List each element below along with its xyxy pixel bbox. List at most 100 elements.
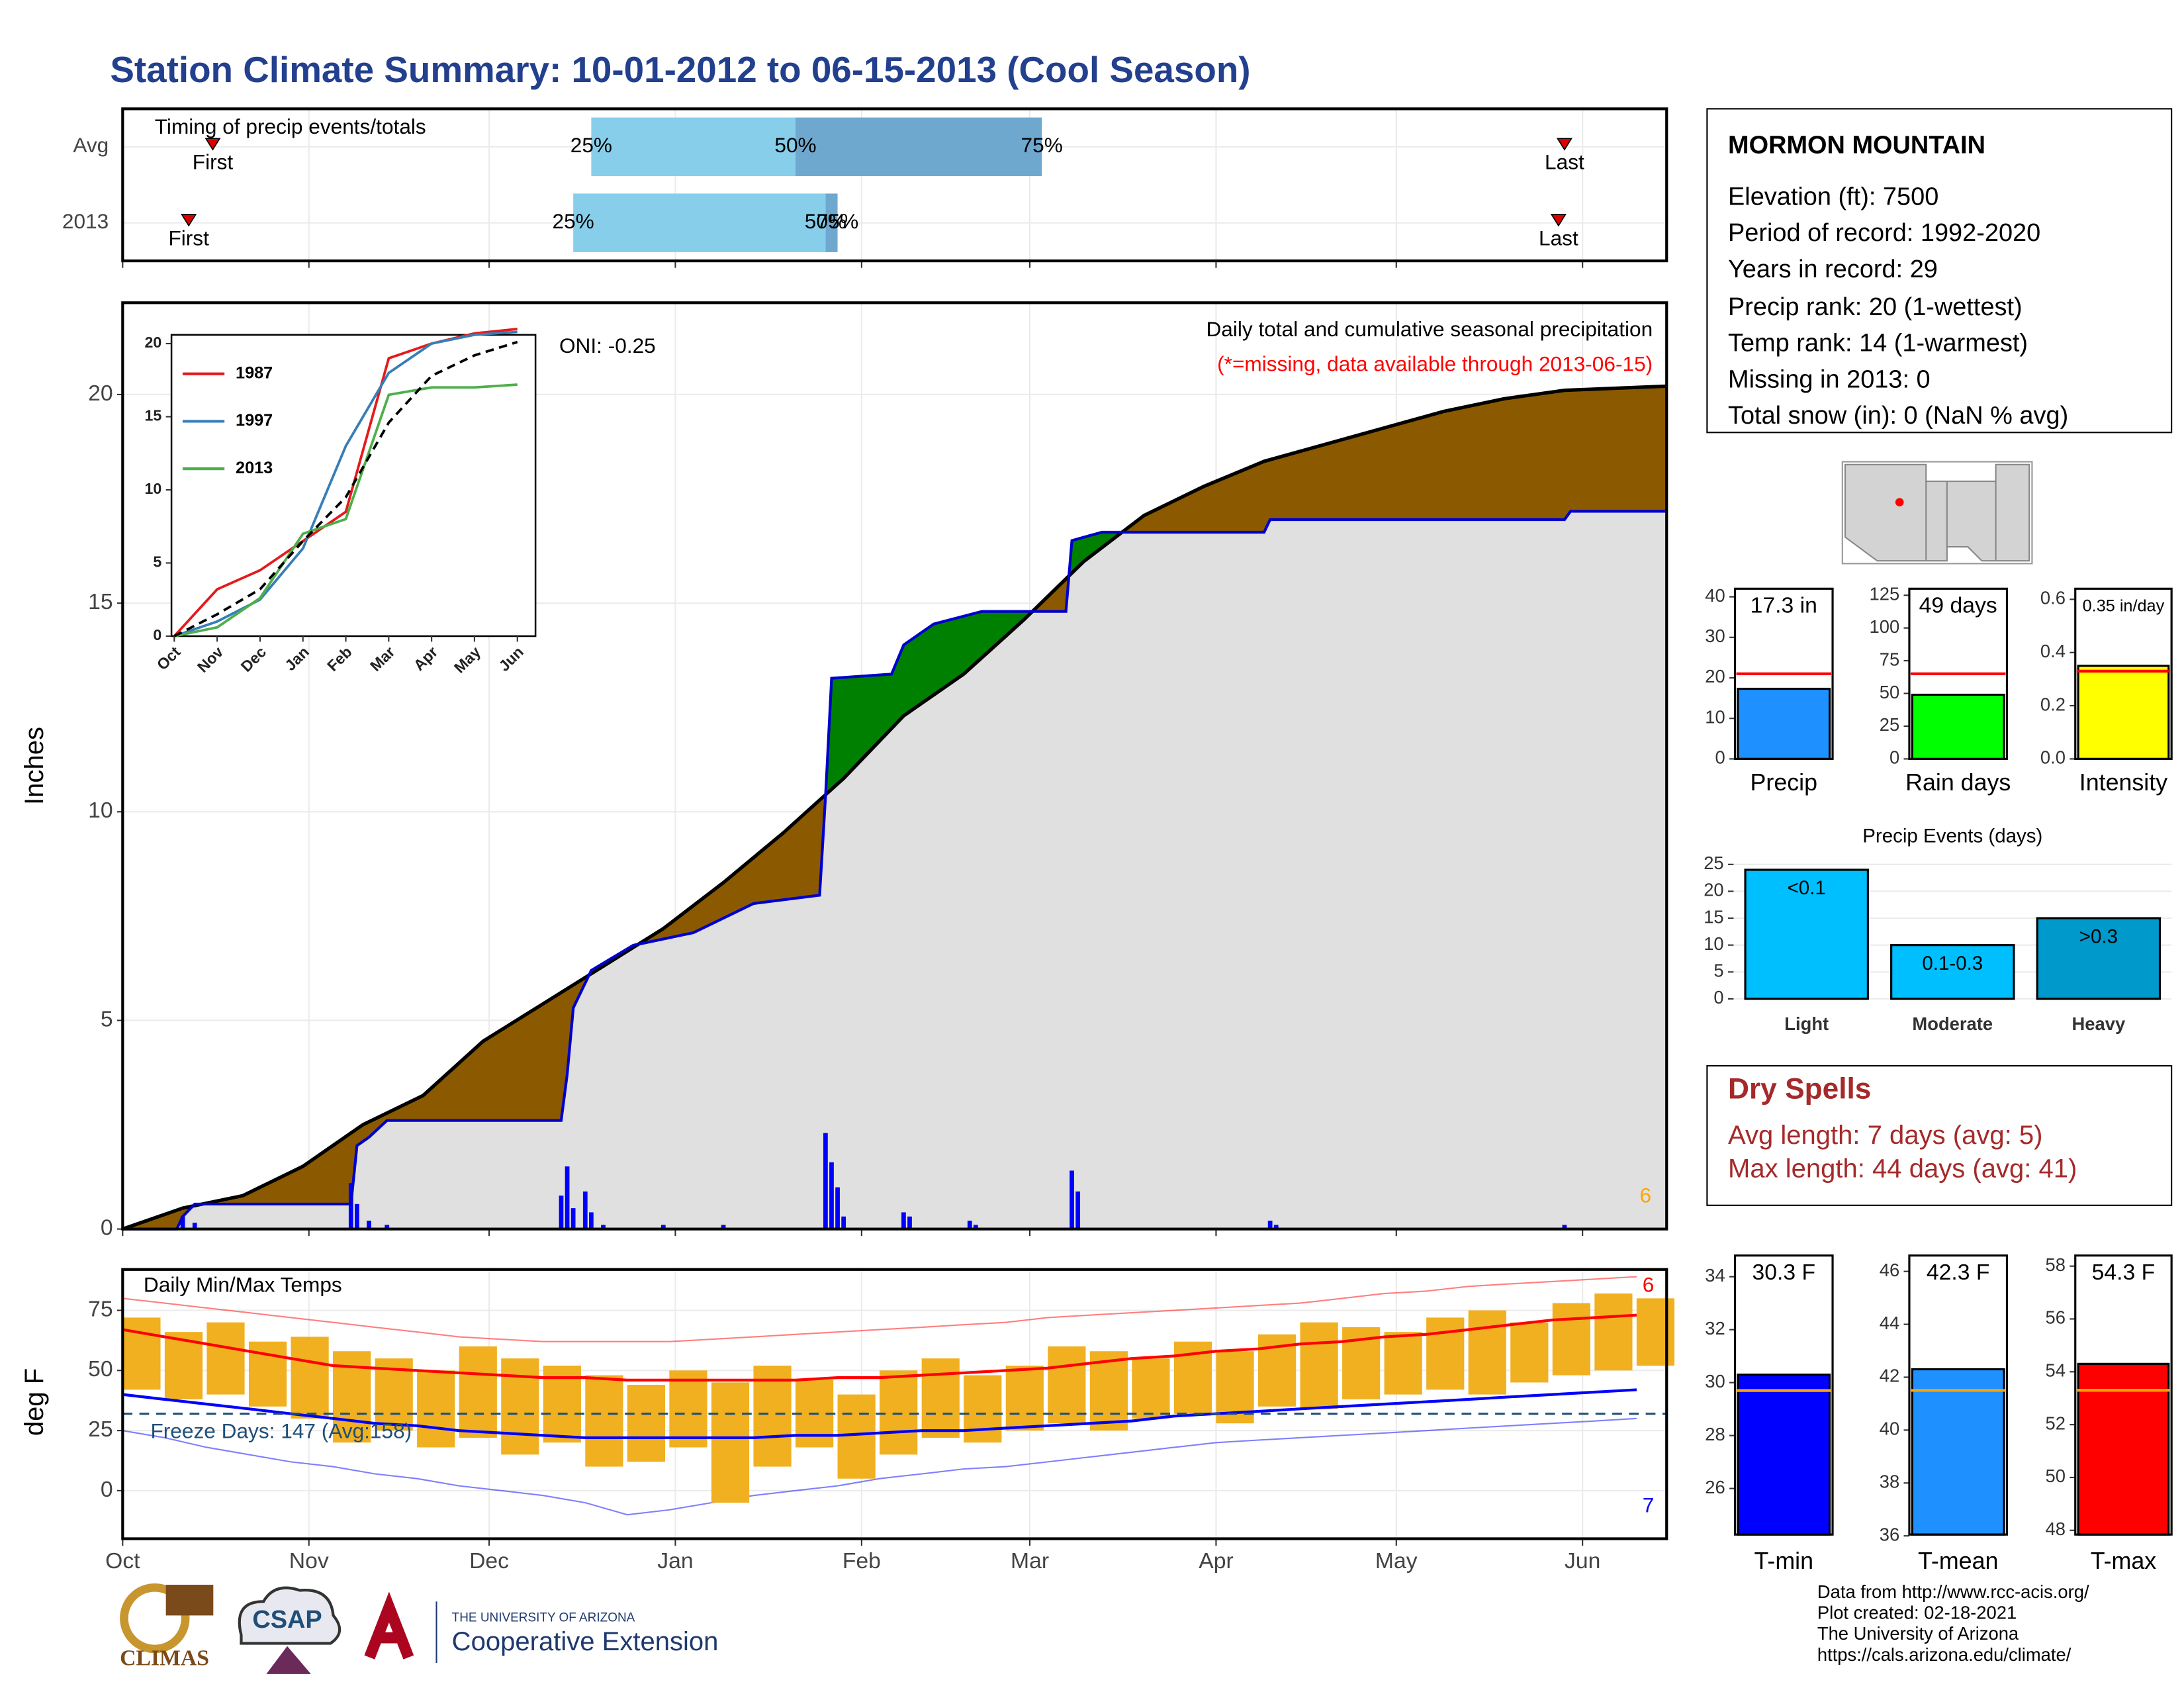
- temp-range-bar: [291, 1336, 329, 1419]
- plot-frame: [1733, 587, 1834, 761]
- temp-range-bar: [122, 1317, 161, 1390]
- value-label: 30.3 F: [1752, 1260, 1816, 1285]
- legend-label: 1997: [236, 411, 273, 430]
- series-line: [173, 330, 518, 637]
- daily-bar: [829, 1162, 834, 1229]
- daily-bar: [841, 1216, 846, 1229]
- y-axis-title: deg F: [20, 1368, 49, 1436]
- y-tick-label: 36: [1880, 1524, 1899, 1544]
- y-tick-label: 5: [101, 1006, 113, 1031]
- climas-icon-block: [165, 1585, 214, 1616]
- y-tick-label: 25: [1880, 714, 1899, 735]
- avg-min-line: [122, 1388, 1637, 1440]
- temp-range-bar: [1426, 1317, 1465, 1390]
- temp-range-bar: [417, 1370, 455, 1448]
- dry-spells-box: [1706, 1065, 2173, 1206]
- climas-icon: [120, 1583, 190, 1654]
- legend-label: 2013: [236, 459, 273, 477]
- event-label: Last: [1539, 226, 1578, 250]
- x-tick-label: Jun: [1565, 1548, 1600, 1573]
- y-tick-label: 54: [2046, 1360, 2066, 1381]
- value-label: 42.3 F: [1927, 1260, 1990, 1285]
- y-tick-label: 10: [145, 480, 162, 497]
- daily-bar: [835, 1187, 840, 1229]
- avg-max-line: [122, 1313, 1637, 1382]
- ua-name: THE UNIVERSITY OF ARIZONA: [452, 1611, 635, 1625]
- quantile-label: 50%: [805, 209, 846, 233]
- panel-subtitle: (*=missing, data available through 2013-…: [1217, 352, 1653, 375]
- page-title: Station Climate Summary: 10-01-2012 to 0…: [110, 49, 1250, 90]
- y-tick-label: 20: [1705, 666, 1725, 686]
- footer-line: Data from http://www.rcc-acis.org/: [1817, 1581, 2089, 1602]
- temp-range-bar: [880, 1370, 918, 1455]
- quantile-label: 25%: [553, 209, 594, 233]
- temp-range-bar: [711, 1382, 750, 1503]
- event-marker: [1556, 138, 1572, 151]
- quantile-bar: [796, 117, 1042, 177]
- panel-title: Daily Min/Max Temps: [144, 1272, 342, 1296]
- temp-range-bar: [1552, 1303, 1590, 1376]
- y-tick-label: 0: [1713, 987, 1723, 1008]
- extension-name: Cooperative Extension: [452, 1627, 719, 1656]
- quantile-bar: [573, 193, 826, 252]
- bar: [1911, 693, 2005, 761]
- daily-bar: [967, 1221, 972, 1229]
- daily-bar: [973, 1225, 978, 1229]
- value-label: 0.35 in/day: [2083, 596, 2165, 615]
- y-tick-label: 50: [88, 1356, 113, 1382]
- plot-frame: [2074, 1254, 2173, 1536]
- daily-bar: [601, 1225, 606, 1229]
- y-tick-label: 50: [1880, 682, 1899, 702]
- station-name: MORMON MOUNTAIN: [1728, 131, 1985, 159]
- map-borders: [1925, 481, 1997, 561]
- daily-bar: [385, 1225, 390, 1229]
- y-tick-label: 25: [88, 1417, 113, 1442]
- plot-frame: [2074, 587, 2173, 761]
- bar: [2077, 1362, 2170, 1536]
- y-tick-label: 0: [1715, 747, 1725, 768]
- y-tick-label: 0: [1889, 747, 1899, 768]
- category-label: T-mean: [1918, 1548, 1998, 1574]
- y-tick-label: 75: [1880, 649, 1899, 669]
- event-marker: [1550, 214, 1567, 227]
- y-tick-label: 40: [1705, 585, 1725, 606]
- station-box: [1706, 108, 2173, 434]
- panel-frame: [121, 301, 1668, 1231]
- y-tick-label: 20: [1704, 880, 1723, 900]
- category-label: Moderate: [1912, 1013, 1993, 1034]
- plot-frame: [1733, 1254, 1834, 1536]
- station-line: Elevation (ft): 7500: [1728, 183, 1938, 211]
- temp-range-bar: [837, 1394, 876, 1479]
- temp-range-bar: [964, 1375, 1002, 1443]
- y-tick-label: 0.6: [2040, 588, 2066, 608]
- y-tick-label: 26: [1705, 1477, 1725, 1497]
- y-tick-label: 34: [1705, 1265, 1725, 1286]
- temp-range-bar: [921, 1358, 960, 1438]
- y-tick-label: 20: [88, 381, 113, 406]
- map-states: [1844, 463, 2030, 562]
- temp-range-bar: [1132, 1358, 1170, 1419]
- y-tick-label: 30: [1705, 1371, 1725, 1391]
- y-tick-label: 15: [145, 407, 162, 424]
- daily-bar: [192, 1223, 197, 1229]
- daily-bar: [907, 1216, 912, 1229]
- base-fill: [122, 511, 1667, 1229]
- bar: [1737, 687, 1831, 761]
- daily-bar: [354, 1203, 359, 1229]
- daily-bar: [823, 1133, 828, 1229]
- x-tick-label: Apr: [1199, 1548, 1233, 1573]
- event-marker: [181, 214, 197, 227]
- station-line: Temp rank: 14 (1-warmest): [1728, 330, 2028, 357]
- y-tick-label: 0.0: [2040, 747, 2066, 768]
- y-tick-label: 32: [1705, 1318, 1725, 1338]
- category-label: T-min: [1754, 1548, 1814, 1574]
- bin-label: >0.3: [2079, 925, 2118, 947]
- legend-label: 1987: [236, 363, 273, 382]
- y-tick-label: 0.2: [2040, 694, 2066, 714]
- quantile-label: 75%: [817, 209, 858, 233]
- footer-line: Plot created: 02-18-2021: [1817, 1603, 2017, 1623]
- y-tick-label: 28: [1705, 1424, 1725, 1444]
- temp-range-bar: [1468, 1310, 1506, 1395]
- locator-map: [1841, 461, 2033, 565]
